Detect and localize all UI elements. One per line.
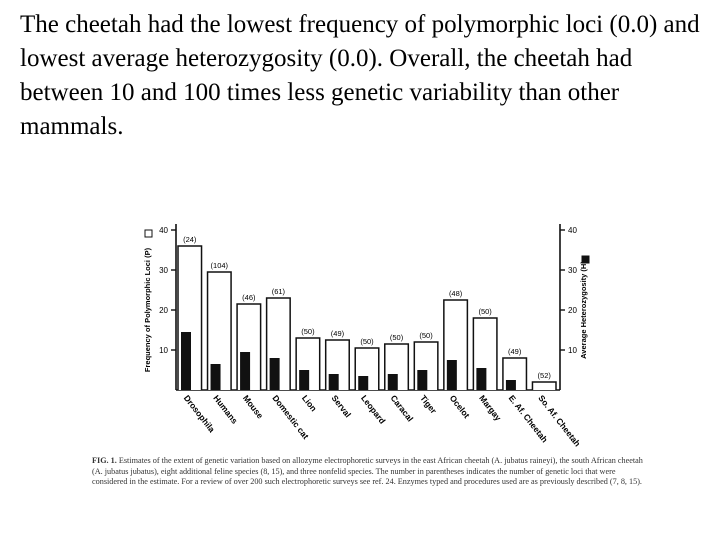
loci-count-label: (50) [390, 333, 404, 342]
right-legend-swatch [581, 255, 590, 264]
loci-count-label: (50) [478, 307, 492, 316]
bar-heterozygosity [387, 374, 398, 390]
bar-polymorphic-loci [206, 271, 232, 390]
left-tick-label: 30 [159, 266, 168, 275]
bar-heterozygosity [328, 374, 339, 390]
bar-heterozygosity [181, 332, 191, 390]
bar-heterozygosity [299, 370, 310, 390]
bar-heterozygosity [505, 380, 516, 390]
left-tick-label: 40 [159, 226, 168, 235]
loci-count-label: (49) [508, 347, 522, 356]
category-label: Leopard [359, 393, 388, 426]
loci-count-label: (49) [331, 329, 345, 338]
loci-count-label: (50) [419, 331, 433, 340]
bar-heterozygosity [240, 352, 251, 390]
bar-heterozygosity [446, 360, 457, 390]
left-tick-label: 10 [159, 346, 168, 355]
loci-count-label: (50) [360, 337, 374, 346]
caption-lead: FIG. 1. [92, 456, 117, 465]
bar-heterozygosity [358, 376, 369, 390]
left-tick-label: 20 [159, 306, 168, 315]
bar-heterozygosity [269, 358, 280, 390]
loci-count-label: (61) [272, 287, 286, 296]
right-tick-label: 30 [568, 266, 577, 275]
loci-count-label: (24) [183, 235, 197, 244]
loci-count-label: (48) [449, 289, 463, 298]
loci-count-label: (104) [211, 261, 229, 270]
bar-polymorphic-loci [531, 381, 557, 390]
category-label: Caracal [389, 393, 416, 423]
category-label: Serval [330, 393, 354, 419]
category-label: Margay [477, 393, 503, 423]
left-axis-title: Frequency of Polymorphic Loci (P) [143, 247, 152, 372]
slide-text: The cheetah had the lowest frequency of … [20, 11, 700, 140]
right-tick-label: 20 [568, 306, 577, 315]
right-tick-label: 10 [568, 346, 577, 355]
category-label: Ocelot [448, 393, 472, 420]
bar-heterozygosity [417, 370, 428, 390]
loci-count-label: (46) [242, 293, 256, 302]
loci-count-label: (50) [301, 327, 315, 336]
right-tick-label: 40 [568, 226, 577, 235]
left-legend-swatch [144, 229, 153, 238]
caption-text: Estimates of the extent of genetic varia… [92, 456, 643, 486]
category-label: Lion [300, 393, 319, 413]
bar-heterozygosity [476, 368, 487, 390]
right-axis-title: Average Heterozygosity (H) [579, 261, 588, 359]
category-label: Tiger [418, 393, 439, 416]
figure-caption: FIG. 1. Estimates of the extent of genet… [92, 456, 647, 488]
category-label: Mouse [241, 393, 266, 421]
loci-count-label: (52) [538, 371, 552, 380]
category-label: Humans [211, 393, 240, 426]
bar-heterozygosity [210, 364, 221, 390]
